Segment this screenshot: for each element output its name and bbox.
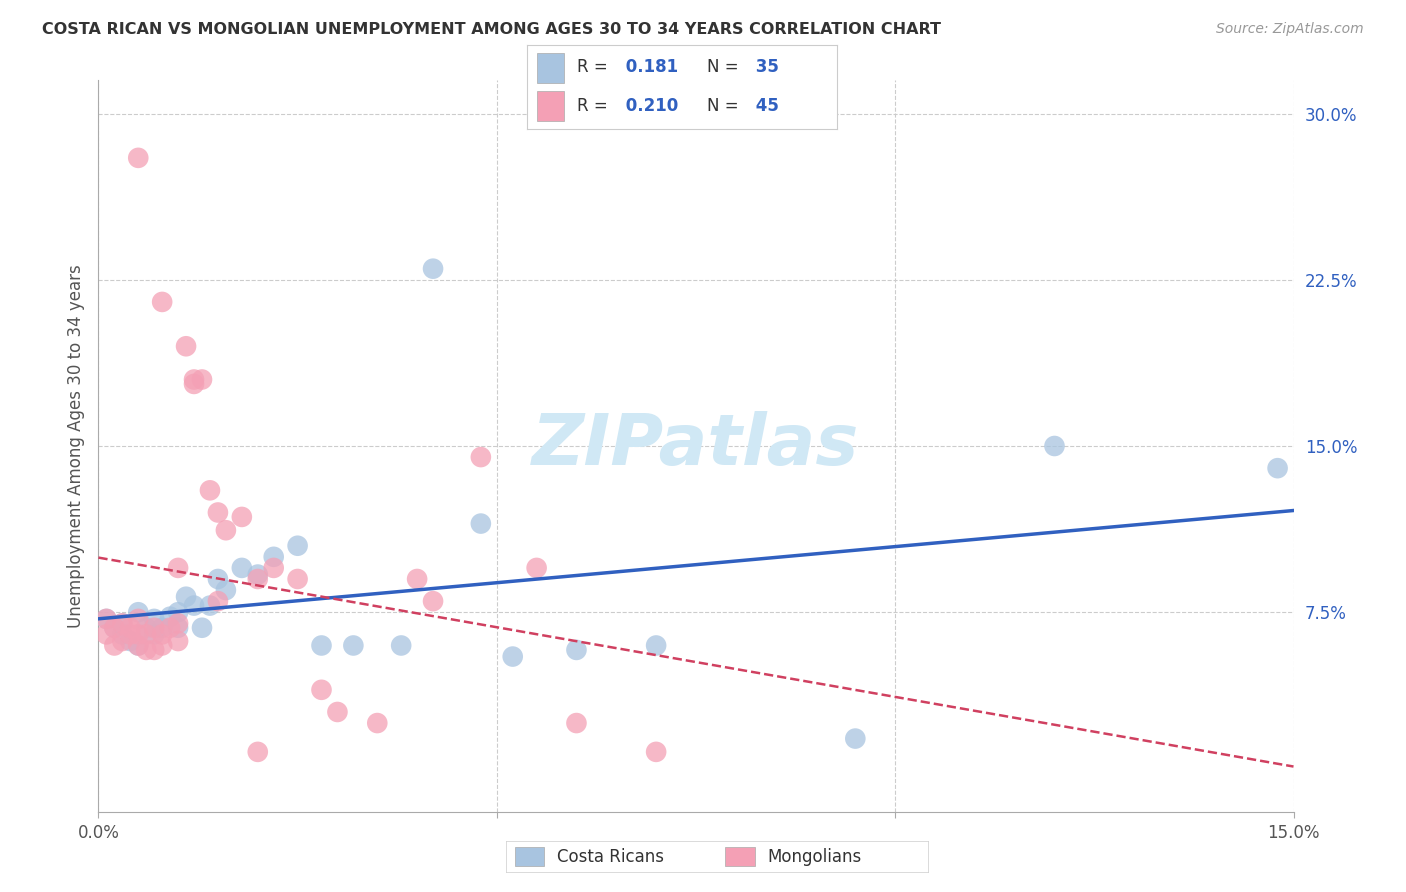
Point bbox=[103, 621, 125, 635]
Point bbox=[645, 745, 668, 759]
Point bbox=[191, 372, 214, 386]
Point bbox=[135, 627, 157, 641]
Point bbox=[287, 572, 309, 586]
Point bbox=[167, 605, 190, 619]
Point bbox=[287, 539, 309, 553]
Point bbox=[167, 616, 190, 631]
Point bbox=[198, 483, 221, 498]
Point bbox=[389, 639, 412, 653]
Bar bbox=[537, 54, 564, 83]
Point bbox=[231, 561, 253, 575]
Point bbox=[96, 627, 118, 641]
Point bbox=[311, 639, 333, 653]
Y-axis label: Unemployment Among Ages 30 to 34 years: Unemployment Among Ages 30 to 34 years bbox=[66, 264, 84, 628]
Point bbox=[231, 510, 253, 524]
Bar bbox=[537, 91, 564, 120]
Point bbox=[103, 639, 125, 653]
Point bbox=[127, 639, 149, 653]
Point bbox=[1267, 461, 1289, 475]
Point bbox=[263, 549, 285, 564]
Point bbox=[246, 572, 269, 586]
Point bbox=[103, 621, 125, 635]
Text: R =: R = bbox=[576, 59, 607, 77]
Point bbox=[565, 643, 588, 657]
Point bbox=[96, 612, 118, 626]
Point bbox=[502, 649, 524, 664]
Point bbox=[565, 716, 588, 731]
Point bbox=[111, 616, 134, 631]
Point bbox=[127, 605, 149, 619]
Point bbox=[645, 639, 668, 653]
Point bbox=[174, 590, 197, 604]
Point bbox=[1043, 439, 1066, 453]
Text: Source: ZipAtlas.com: Source: ZipAtlas.com bbox=[1216, 22, 1364, 37]
Text: N =: N = bbox=[707, 96, 738, 114]
Point bbox=[127, 627, 149, 641]
Point bbox=[143, 612, 166, 626]
Point bbox=[326, 705, 349, 719]
Text: Mongolians: Mongolians bbox=[768, 847, 862, 866]
Point bbox=[167, 561, 190, 575]
Point bbox=[366, 716, 388, 731]
Point bbox=[422, 594, 444, 608]
Point bbox=[246, 745, 269, 759]
Bar bbox=[515, 847, 544, 866]
Point bbox=[96, 612, 118, 626]
Text: Costa Ricans: Costa Ricans bbox=[557, 847, 664, 866]
Point bbox=[183, 376, 205, 391]
Point bbox=[207, 506, 229, 520]
Text: 0.181: 0.181 bbox=[620, 59, 678, 77]
Point bbox=[174, 339, 197, 353]
Point bbox=[120, 621, 142, 635]
Text: 35: 35 bbox=[749, 59, 779, 77]
Point bbox=[150, 639, 173, 653]
Point bbox=[844, 731, 866, 746]
Text: R =: R = bbox=[576, 96, 607, 114]
Text: 45: 45 bbox=[749, 96, 779, 114]
Point bbox=[470, 450, 492, 464]
Point bbox=[150, 294, 173, 309]
Bar bbox=[725, 847, 755, 866]
Point bbox=[143, 621, 166, 635]
Point bbox=[127, 151, 149, 165]
Point bbox=[143, 627, 166, 641]
Point bbox=[183, 372, 205, 386]
Point bbox=[159, 621, 181, 635]
Point bbox=[150, 621, 173, 635]
Point bbox=[111, 627, 134, 641]
Point bbox=[198, 599, 221, 613]
Point bbox=[263, 561, 285, 575]
Point bbox=[120, 627, 142, 641]
Point bbox=[143, 643, 166, 657]
Point bbox=[127, 639, 149, 653]
Text: ZIPatlas: ZIPatlas bbox=[533, 411, 859, 481]
Point bbox=[406, 572, 429, 586]
Point bbox=[135, 643, 157, 657]
Point bbox=[342, 639, 364, 653]
Point bbox=[207, 572, 229, 586]
Point bbox=[120, 634, 142, 648]
Point bbox=[135, 621, 157, 635]
Point bbox=[159, 609, 181, 624]
Point bbox=[167, 634, 190, 648]
Point bbox=[111, 634, 134, 648]
Point bbox=[111, 616, 134, 631]
Point bbox=[127, 612, 149, 626]
Text: COSTA RICAN VS MONGOLIAN UNEMPLOYMENT AMONG AGES 30 TO 34 YEARS CORRELATION CHAR: COSTA RICAN VS MONGOLIAN UNEMPLOYMENT AM… bbox=[42, 22, 941, 37]
Point bbox=[150, 627, 173, 641]
Point bbox=[311, 682, 333, 697]
Text: N =: N = bbox=[707, 59, 738, 77]
Point bbox=[526, 561, 548, 575]
Point bbox=[422, 261, 444, 276]
Point bbox=[191, 621, 214, 635]
Point bbox=[215, 523, 238, 537]
Point bbox=[215, 583, 238, 598]
Text: 0.210: 0.210 bbox=[620, 96, 678, 114]
Point bbox=[246, 567, 269, 582]
Point bbox=[470, 516, 492, 531]
Point bbox=[183, 599, 205, 613]
Point bbox=[167, 621, 190, 635]
Point bbox=[207, 594, 229, 608]
